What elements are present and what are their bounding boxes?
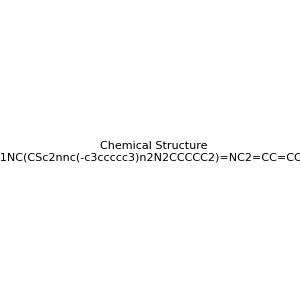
- Text: Chemical Structure
O=C1NC(CSc2nnc(-c3ccccc3)n2N2CCCCC2)=NC2=CC=CC=C12: Chemical Structure O=C1NC(CSc2nnc(-c3ccc…: [0, 141, 300, 162]
